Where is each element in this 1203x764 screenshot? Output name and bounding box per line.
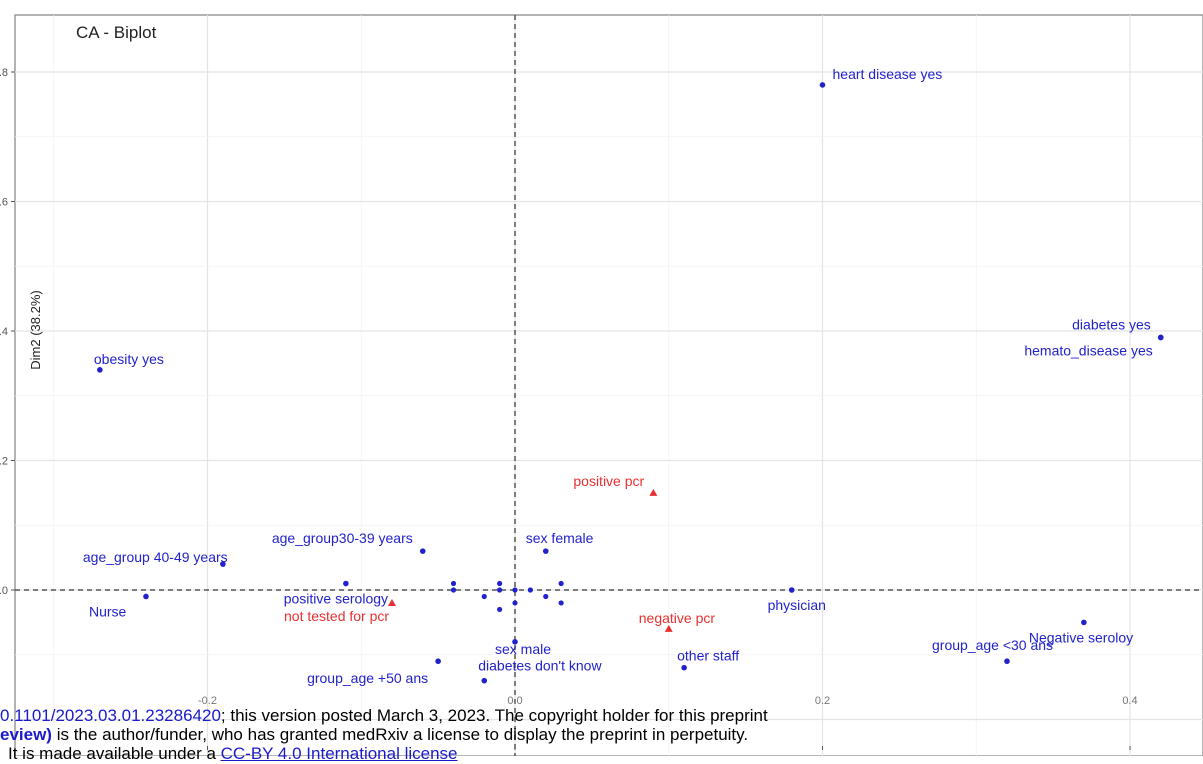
x-tick-label: -0.2 <box>198 695 217 707</box>
column-point <box>220 561 226 567</box>
column-point-label: physician <box>768 597 826 613</box>
data-points <box>97 82 1164 684</box>
column-point-label: other staff <box>677 648 739 664</box>
column-point <box>542 548 549 554</box>
y-tick-label: 0.8 <box>0 67 8 79</box>
column-point-label: positive serology <box>284 591 388 607</box>
footer-text-3: It is made available under a <box>8 744 221 763</box>
x-tick-label: 0.0 <box>507 695 522 707</box>
row-point <box>388 598 396 606</box>
column-point <box>1004 658 1010 665</box>
unlabeled-column-point <box>512 587 518 593</box>
column-point-label: age_group 40-49 years <box>83 549 228 565</box>
row-point <box>649 488 658 496</box>
column-point-label: diabetes don't know <box>478 658 602 674</box>
column-point <box>419 548 426 554</box>
column-point-label: sex female <box>526 530 594 546</box>
column-point-label: group_age +50 ans <box>307 670 428 686</box>
column-point-label: diabetes yes <box>1072 316 1151 332</box>
column-point-label: group_age <30 ans <box>932 637 1053 653</box>
column-point-label: Negative seroloy <box>1029 629 1133 645</box>
unlabeled-column-point <box>497 606 503 613</box>
chart-title: CA - Biplot <box>76 23 157 42</box>
column-point-label: Nurse <box>89 603 127 619</box>
doi-link[interactable]: 0.1101/2023.03.01.23286420 <box>0 706 221 725</box>
plot-panel <box>14 14 1203 756</box>
y-tick-label: 0.0 <box>0 585 8 597</box>
column-point-label: hemato_disease yes <box>1024 342 1152 358</box>
column-point <box>435 658 441 665</box>
column-point <box>481 677 488 684</box>
row-point-label: negative pcr <box>639 610 716 626</box>
unlabeled-column-point <box>497 580 503 587</box>
column-point <box>1157 334 1164 341</box>
x-tick-label: 0.2 <box>815 695 830 707</box>
column-point <box>343 580 349 587</box>
footer-text-1: ; this version posted March 3, 2023. The… <box>220 706 768 725</box>
column-point-label: sex male <box>495 641 551 657</box>
unlabeled-column-point <box>558 580 564 587</box>
point-labels: heart disease yes diabetes yes hemato_dise… <box>83 66 1153 686</box>
preprint-footer-line-3: It is made available under a CC-BY 4.0 I… <box>8 744 1203 764</box>
y-tick-label: 0.6 <box>0 197 8 209</box>
column-point-label: heart disease yes <box>833 66 943 82</box>
column-point-label: age_group30-39 years <box>272 530 413 546</box>
license-link[interactable]: CC-BY 4.0 International license <box>220 744 458 763</box>
row-point-label: positive pcr <box>573 473 644 489</box>
unlabeled-column-point <box>527 587 533 593</box>
unlabeled-column-point <box>497 587 503 593</box>
y-tick-label: 0.2 <box>0 456 8 468</box>
footer-text-2: is the author/funder, who has granted me… <box>51 725 749 744</box>
unlabeled-column-point <box>450 580 457 587</box>
preprint-footer-line-2: eview) is the author/funder, who has gra… <box>0 725 1203 745</box>
unlabeled-column-point <box>543 593 549 600</box>
y-axis-label: Dim2 (38.2%) <box>28 290 43 369</box>
zero-reference-lines <box>15 15 1203 756</box>
column-point <box>681 664 687 671</box>
column-point-label: obesity yes <box>94 351 164 367</box>
column-point <box>512 639 518 645</box>
column-point <box>788 587 795 593</box>
unlabeled-column-point <box>512 600 518 606</box>
column-point <box>143 593 149 600</box>
x-tick-label: 0.4 <box>1122 695 1137 707</box>
preprint-footer-line-1: 0.1101/2023.03.01.23286420; this version… <box>0 706 1203 726</box>
row-point <box>664 624 673 632</box>
column-point <box>1081 619 1087 626</box>
column-point <box>819 82 826 88</box>
column-point <box>97 367 103 373</box>
row-point-label: not tested for pcr <box>284 608 389 624</box>
unlabeled-column-point <box>558 600 564 606</box>
unlabeled-column-point <box>450 587 457 593</box>
y-tick-label: 0.4 <box>0 326 8 338</box>
footer-bold-fragment: eview) <box>0 725 52 744</box>
axis-ticks: 0.0 0.2 0.4 0.6 0.8 -0.2 0.0 0.2 0.4 <box>0 67 1138 750</box>
unlabeled-column-point <box>481 593 487 600</box>
